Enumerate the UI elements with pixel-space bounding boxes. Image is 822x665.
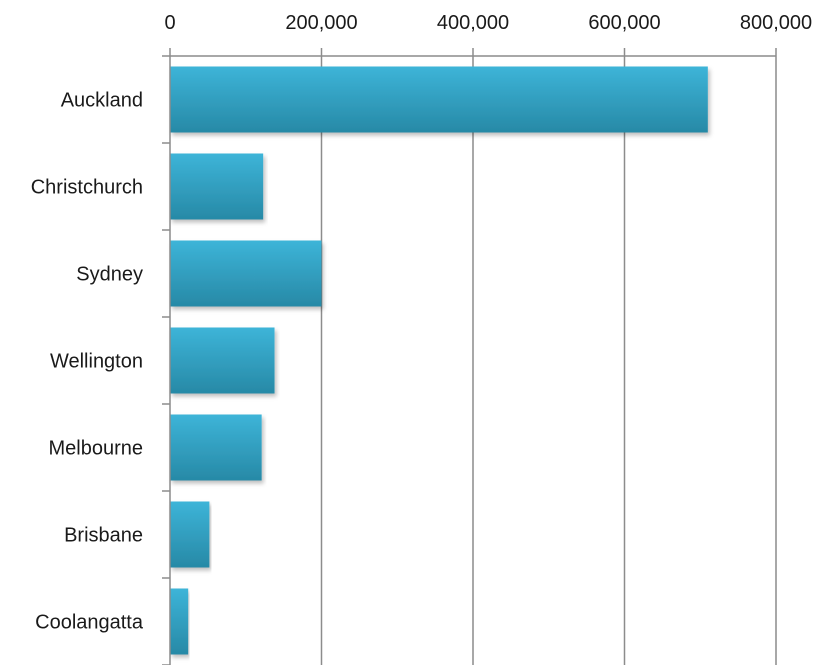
bar-christchurch [170,153,264,220]
bar-coolangatta [170,588,189,655]
gridlines [320,56,777,665]
x-tick-label: 800,000 [740,12,812,34]
category-label: Melbourne [48,438,143,460]
category-label: Wellington [50,351,143,373]
category-label: Christchurch [31,177,143,199]
x-tick-label: 0 [164,12,175,34]
x-tick-label: 400,000 [437,12,509,34]
labels: 0 200,000 400,000 600,000 800,000 Auckland Chr… [31,12,812,634]
bar-wellington [170,327,275,394]
category-label: Coolangatta [35,612,144,634]
bar-sydney [170,240,322,307]
category-label: Auckland [61,90,143,112]
bars [170,66,708,655]
category-label: Brisbane [64,525,143,547]
bar-brisbane [170,501,210,568]
x-tick-label: 600,000 [588,12,660,34]
bar-melbourne [170,414,262,481]
category-label: Sydney [76,264,143,286]
x-tick-label: 200,000 [285,12,357,34]
bar-auckland [170,66,708,133]
axes [162,48,777,665]
